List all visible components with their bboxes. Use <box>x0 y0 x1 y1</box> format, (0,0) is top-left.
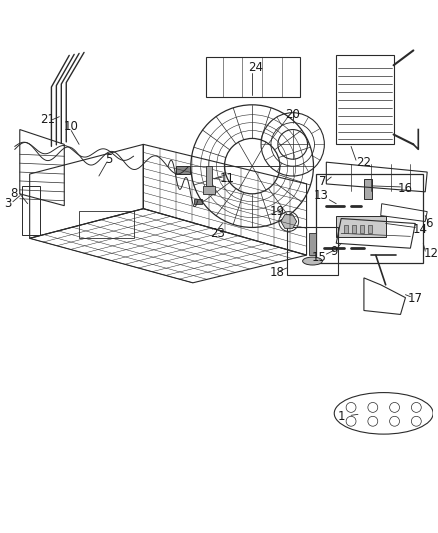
Bar <box>368 225 372 233</box>
Bar <box>206 166 212 186</box>
Text: 24: 24 <box>247 61 263 74</box>
Bar <box>344 225 348 233</box>
Text: 3: 3 <box>4 197 11 210</box>
Text: 23: 23 <box>210 227 225 240</box>
Text: 17: 17 <box>408 292 423 305</box>
Text: 11: 11 <box>220 173 235 185</box>
Text: 14: 14 <box>413 223 428 236</box>
Text: 13: 13 <box>314 189 329 203</box>
Text: 18: 18 <box>269 266 284 279</box>
Polygon shape <box>281 215 297 228</box>
Bar <box>176 166 190 174</box>
Text: 19: 19 <box>269 205 284 218</box>
Text: 12: 12 <box>424 247 438 260</box>
Text: 10: 10 <box>64 120 79 133</box>
Bar <box>316 174 423 263</box>
Text: 16: 16 <box>398 182 413 196</box>
Text: 22: 22 <box>357 156 371 168</box>
Text: 8: 8 <box>10 187 18 200</box>
Text: 6: 6 <box>425 217 433 230</box>
Bar <box>287 228 338 275</box>
Text: 20: 20 <box>285 108 300 121</box>
Bar <box>22 186 39 236</box>
Bar <box>206 58 300 97</box>
Bar <box>203 186 215 194</box>
Bar <box>79 211 134 238</box>
Bar <box>352 225 356 233</box>
Bar <box>194 199 202 204</box>
Text: 5: 5 <box>105 153 113 166</box>
Text: 7: 7 <box>318 175 326 189</box>
Bar <box>308 233 316 255</box>
Bar <box>336 215 386 237</box>
Text: 1: 1 <box>337 410 345 423</box>
Text: 9: 9 <box>331 245 338 257</box>
Bar <box>336 55 394 144</box>
Text: 21: 21 <box>40 113 55 126</box>
Ellipse shape <box>303 257 322 265</box>
Bar <box>360 225 364 233</box>
Bar <box>364 179 372 199</box>
Text: 15: 15 <box>312 251 327 264</box>
